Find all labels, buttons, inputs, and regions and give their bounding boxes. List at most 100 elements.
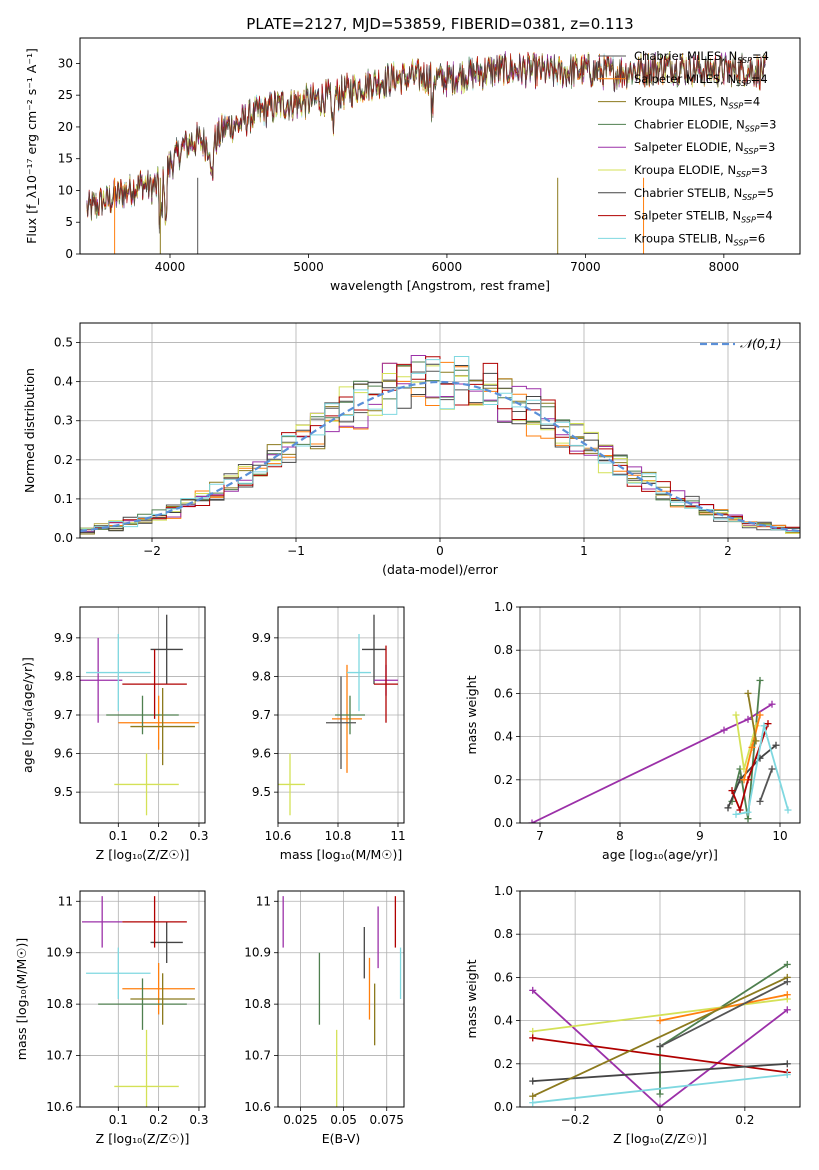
x-tick-label: 0.025 <box>283 1113 317 1127</box>
x-tick-label: 0 <box>656 1113 664 1127</box>
y-tick-label: 9.5 <box>54 785 73 799</box>
y-tick-label: 10.8 <box>46 997 73 1011</box>
histogram-series-8 <box>80 356 800 538</box>
legend-label-suffix: =4 <box>752 49 769 63</box>
axes-age-vs-Z: 0.1 0.2 0.3 9.5 9.6 9.7 9.8 9.9 Z [log₁₀(Z/Z☉)] a… <box>20 606 208 862</box>
y-tick-label: 9.5 <box>252 785 271 799</box>
x-tick-label: 0.075 <box>370 1113 404 1127</box>
weight-line-7 <box>731 723 769 813</box>
y-tick-label: 9.7 <box>54 708 73 722</box>
legend-label-suffix: =3 <box>760 117 777 131</box>
y-tick-label: 0.2 <box>54 453 73 467</box>
x-axis-label: wavelength [Angstrom, rest frame] <box>330 278 550 293</box>
legend-label-suffix: =5 <box>757 186 774 200</box>
x-tick-label: 8 <box>616 829 624 843</box>
plot-area-spectrum <box>86 50 766 254</box>
legend-label-main: Salpeter STELIB, N <box>634 209 741 223</box>
legend-label: Chabrier ELODIE, NSSP=3 <box>634 117 776 133</box>
legend-label: Chabrier MILES, NSSP=4 <box>634 49 769 65</box>
axes-frame <box>519 606 801 824</box>
plot-area-age-vs-mass <box>278 614 398 816</box>
y-axis-label: mass weight <box>464 675 479 754</box>
axes-frame <box>277 606 405 824</box>
x-tick-label: 7 <box>536 829 544 843</box>
y-tick-label: 0.2 <box>494 773 513 787</box>
y-tick-label: 9.6 <box>54 747 73 761</box>
y-tick-label: 11 <box>256 894 271 908</box>
plot-area-residuals <box>80 355 800 538</box>
y-tick-label: 10.6 <box>46 1100 73 1114</box>
axes-mass-vs-ebv: 0.025 0.05 0.075 10.6 10.7 10.8 10.9 11 E(B-V) <box>244 890 405 1146</box>
legend-label-sub: SSP <box>745 124 760 133</box>
axes-frame <box>79 606 206 824</box>
y-axis-label: age [log₁₀(age/yr)] <box>20 657 35 773</box>
y-tick-label: 10.7 <box>46 1049 73 1063</box>
axes-frame <box>519 890 801 1108</box>
x-tick-label: 0 <box>436 544 444 558</box>
legend-label-sub: SSP <box>742 193 757 202</box>
legend-label-main: Chabrier STELIB, N <box>634 186 742 200</box>
weight-line-8 <box>735 725 789 816</box>
gaussian-curve <box>80 380 800 533</box>
y-axis-label: Flux [f_λ10⁻¹⁷ erg cm⁻² s⁻¹ A⁻¹] <box>24 48 39 244</box>
legend-label: Salpeter ELODIE, NSSP=3 <box>634 140 775 156</box>
y-tick-label: 20 <box>58 120 73 134</box>
y-tick-label: 25 <box>58 88 73 102</box>
x-tick-label: 0.2 <box>149 829 168 843</box>
legend-label-sub: SSP <box>744 147 759 156</box>
x-tick-label: 5000 <box>293 260 324 274</box>
axes-frame <box>277 890 405 1108</box>
legend-label-sub: SSP <box>729 102 744 111</box>
y-tick-label: 0 <box>65 247 73 261</box>
legend-label: Kroupa ELODIE, NSSP=3 <box>634 163 768 179</box>
x-tick-label: 0.1 <box>109 1113 128 1127</box>
y-tick-label: 1.0 <box>494 884 513 898</box>
x-tick-label: −2 <box>143 544 161 558</box>
x-axis-label: age [log₁₀(age/yr)] <box>602 847 718 862</box>
y-tick-label: 9.7 <box>252 708 271 722</box>
legend-label-suffix: =4 <box>751 72 768 86</box>
x-tick-label: 8000 <box>709 260 740 274</box>
y-tick-label: 0.5 <box>54 336 73 350</box>
y-tick-label: 0.8 <box>494 643 513 657</box>
x-axis-label: Z [log₁₀(Z/Z☉)] <box>613 1131 707 1146</box>
x-axis-label: mass [log₁₀(M/M☉)] <box>280 847 402 862</box>
y-tick-label: 0.0 <box>54 531 73 545</box>
plot-area-age-vs-Z <box>80 614 199 816</box>
x-tick-label: 0.2 <box>735 1113 754 1127</box>
axes-frame <box>79 37 801 255</box>
x-tick-label: 0.05 <box>330 1113 357 1127</box>
y-axis-label: mass [log₁₀(M/M☉)] <box>14 938 29 1060</box>
y-tick-label: 11 <box>58 894 73 908</box>
y-tick-label: 9.9 <box>252 631 271 645</box>
x-tick-label: −1 <box>287 544 305 558</box>
y-tick-label: 9.6 <box>252 747 271 761</box>
legend-label-main: Kroupa STELIB, N <box>634 231 734 245</box>
weight-line-3 <box>659 963 788 1094</box>
y-tick-label: 10.9 <box>46 946 73 960</box>
legend-label: Chabrier STELIB, NSSP=5 <box>634 186 774 202</box>
axes-mass-vs-Z: 0.1 0.2 0.3 10.6 10.7 10.8 10.9 11 Z [log₁₀(Z/Z☉… <box>14 890 208 1146</box>
y-tick-label: 9.8 <box>54 669 73 683</box>
y-tick-label: 9.9 <box>54 631 73 645</box>
y-axis-label: mass weight <box>464 959 479 1038</box>
axes-frame <box>79 890 206 1108</box>
weight-line-2 <box>532 976 788 1098</box>
y-tick-label: 0.4 <box>54 375 73 389</box>
x-tick-label: 2 <box>724 544 732 558</box>
weight-line-2 <box>747 693 757 742</box>
x-tick-label: −0.2 <box>561 1113 590 1127</box>
legend-label-suffix: =3 <box>751 163 768 177</box>
axes-layer: 4000 5000 6000 7000 8000051015202530waveleng… <box>14 37 801 1146</box>
legend-label: Salpeter MILES, NSSP=4 <box>634 72 768 88</box>
legend-label-sub: SSP <box>734 238 749 247</box>
legend-label-main: Salpeter MILES, N <box>634 72 736 86</box>
weight-line-8 <box>532 1073 788 1104</box>
y-tick-label: 0.8 <box>494 927 513 941</box>
y-tick-label: 1.0 <box>494 600 513 614</box>
x-axis-label: Z [log₁₀(Z/Z☉)] <box>96 1131 190 1146</box>
y-axis-label: Normed distribution <box>22 368 37 493</box>
x-axis-label: Z [log₁₀(Z/Z☉)] <box>96 847 190 862</box>
legend-label-main: Chabrier MILES, N <box>634 49 737 63</box>
legend-label-main: Chabrier ELODIE, N <box>634 117 745 131</box>
